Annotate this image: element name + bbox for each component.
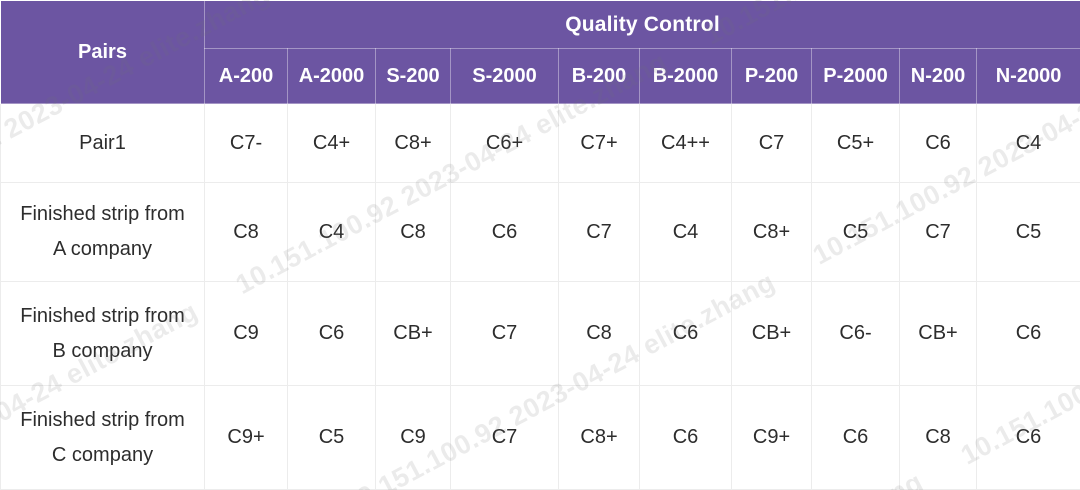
- grade-cell: C4++: [639, 103, 732, 183]
- grade-cell: C7: [450, 281, 559, 386]
- grade-cell: C8+: [731, 182, 812, 282]
- table-row-company-c: Finished strip from C company C9+ C5 C9 …: [0, 385, 1080, 490]
- grade-cell: C6: [639, 281, 732, 386]
- column-header-s-200: S-200: [375, 48, 451, 104]
- grade-cell: C6: [975, 281, 1080, 386]
- grade-cell: CB+: [899, 281, 977, 386]
- grade-cell: C5: [287, 385, 376, 490]
- grade-cell: C4: [287, 182, 376, 282]
- grade-cell: C4: [975, 103, 1080, 183]
- column-header-n-200: N-200: [899, 48, 977, 104]
- column-header-a-200: A-200: [204, 48, 288, 104]
- quality-control-group-header: Quality Control: [203, 0, 1080, 49]
- grade-cell: C6: [450, 182, 559, 282]
- grade-cell: C6+: [450, 103, 559, 183]
- grade-cell: C7+: [558, 103, 640, 183]
- grade-cell: C6-: [811, 281, 900, 386]
- grade-cell: C7-: [204, 103, 288, 183]
- table-row-company-b: Finished strip from B company C9 C6 CB+ …: [0, 281, 1080, 386]
- grade-cell: C6: [287, 281, 376, 386]
- row-label: Finished strip from C company: [0, 385, 205, 490]
- grade-cell: C4: [639, 182, 732, 282]
- grade-cell: C6: [975, 385, 1080, 490]
- grade-cell: C9: [204, 281, 288, 386]
- grade-cell: C8: [204, 182, 288, 282]
- column-header-p-2000: P-2000: [811, 48, 900, 104]
- column-header-n-2000: N-2000: [975, 48, 1080, 104]
- row-label: Pair1: [0, 103, 205, 183]
- grade-cell: C6: [639, 385, 732, 490]
- grade-cell: C6: [811, 385, 900, 490]
- grade-cell: C9: [375, 385, 451, 490]
- column-header-b-2000: B-2000: [639, 48, 732, 104]
- column-header-p-200: P-200: [731, 48, 812, 104]
- grade-cell: CB+: [375, 281, 451, 386]
- grade-cell: C8: [375, 182, 451, 282]
- grade-cell: C8: [899, 385, 977, 490]
- table-row-pair1: Pair1 C7- C4+ C8+ C6+ C7+ C4++ C7 C5+ C6…: [0, 103, 1080, 183]
- pairs-header: Pairs: [0, 0, 205, 104]
- column-header-b-200: B-200: [558, 48, 640, 104]
- table-row-company-a: Finished strip from A company C8 C4 C8 C…: [0, 182, 1080, 282]
- column-header-a-2000: A-2000: [287, 48, 376, 104]
- grade-cell: C8: [558, 281, 640, 386]
- row-label: Finished strip from A company: [0, 182, 205, 282]
- grade-cell: C6: [899, 103, 977, 183]
- grade-cell: C9+: [731, 385, 812, 490]
- grade-cell: C5: [975, 182, 1080, 282]
- row-label: Finished strip from B company: [0, 281, 205, 386]
- grade-cell: C4+: [287, 103, 376, 183]
- grade-cell: C7: [558, 182, 640, 282]
- grade-cell: C8+: [558, 385, 640, 490]
- grade-cell: C5+: [811, 103, 900, 183]
- grade-cell: CB+: [731, 281, 812, 386]
- column-header-s-2000: S-2000: [450, 48, 559, 104]
- grade-cell: C7: [899, 182, 977, 282]
- grade-cell: C7: [450, 385, 559, 490]
- grade-cell: C8+: [375, 103, 451, 183]
- grade-cell: C5: [811, 182, 900, 282]
- grade-cell: C9+: [204, 385, 288, 490]
- grade-cell: C7: [731, 103, 812, 183]
